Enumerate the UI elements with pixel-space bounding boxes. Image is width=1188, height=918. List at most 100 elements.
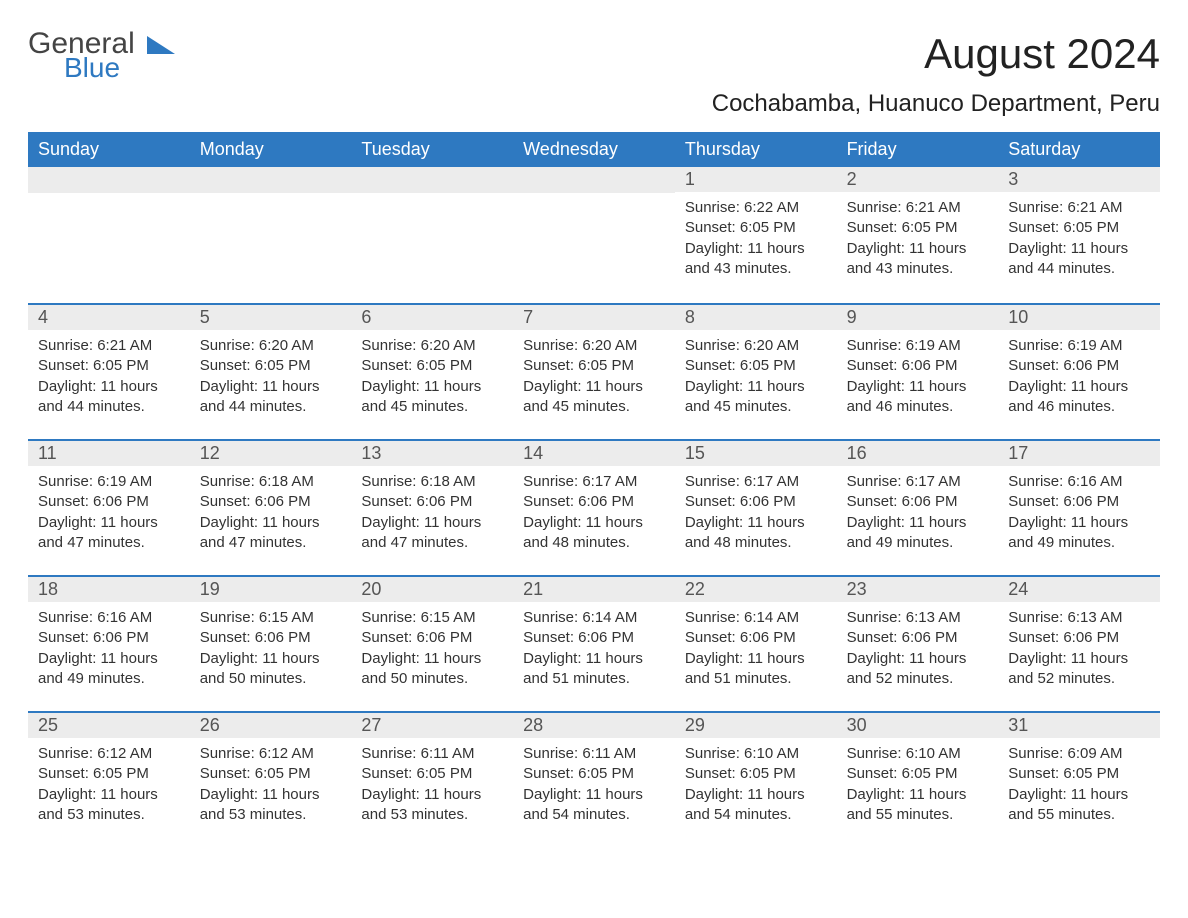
calendar-cell: 25Sunrise: 6:12 AMSunset: 6:05 PMDayligh…	[28, 713, 190, 839]
sunset-line: Sunset: 6:06 PM	[523, 492, 665, 512]
cell-details: Sunrise: 6:17 AMSunset: 6:06 PMDaylight:…	[513, 466, 675, 561]
calendar-cell: 28Sunrise: 6:11 AMSunset: 6:05 PMDayligh…	[513, 713, 675, 839]
daylight-line: Daylight: 11 hours and 46 minutes.	[1008, 377, 1150, 418]
day-header: Saturday	[998, 132, 1160, 167]
daylight-line: Daylight: 11 hours and 45 minutes.	[523, 377, 665, 418]
sunset-line: Sunset: 6:06 PM	[361, 492, 503, 512]
cell-details: Sunrise: 6:17 AMSunset: 6:06 PMDaylight:…	[675, 466, 837, 561]
sunrise-line: Sunrise: 6:21 AM	[847, 198, 989, 218]
calendar-cell	[190, 167, 352, 295]
sunrise-line: Sunrise: 6:13 AM	[1008, 608, 1150, 628]
sunset-line: Sunset: 6:05 PM	[847, 218, 989, 238]
sunset-line: Sunset: 6:05 PM	[361, 356, 503, 376]
sunrise-line: Sunrise: 6:16 AM	[1008, 472, 1150, 492]
daylight-line: Daylight: 11 hours and 48 minutes.	[523, 513, 665, 554]
sunrise-line: Sunrise: 6:11 AM	[361, 744, 503, 764]
sunrise-line: Sunrise: 6:20 AM	[361, 336, 503, 356]
cell-details: Sunrise: 6:12 AMSunset: 6:05 PMDaylight:…	[28, 738, 190, 833]
sunrise-line: Sunrise: 6:11 AM	[523, 744, 665, 764]
calendar-cell	[28, 167, 190, 295]
calendar-week-row: 18 Sunrise: 6:16 AM Sunset: 6:06 PM Dayligh…	[28, 575, 1160, 703]
cell-details: Sunrise: 6:16 AMSunset: 6:06 PMDaylight:…	[998, 466, 1160, 561]
calendar-week-row: 1Sunrise: 6:22 AMSunset: 6:05 PMDaylight…	[28, 167, 1160, 295]
calendar-cell: 9Sunrise: 6:19 AMSunset: 6:06 PMDaylight…	[837, 305, 999, 431]
calendar-cell: 16Sunrise: 6:17 AMSunset: 6:06 PMDayligh…	[837, 441, 999, 567]
calendar-cell: 2Sunrise: 6:21 AMSunset: 6:05 PMDaylight…	[837, 167, 999, 295]
cell-details: Sunrise: 6:13 AMSunset: 6:06 PMDaylight:…	[837, 602, 999, 697]
cell-details: Sunrise: 6:10 AMSunset: 6:05 PMDaylight:…	[675, 738, 837, 833]
sunset-line: Sunset: 6:05 PM	[1008, 764, 1150, 784]
sunset-line: Sunset: 6:06 PM	[685, 628, 827, 648]
calendar-cell: 26Sunrise: 6:12 AMSunset: 6:05 PMDayligh…	[190, 713, 352, 839]
cell-details: Sunrise: 6:11 AMSunset: 6:05 PMDaylight:…	[351, 738, 513, 833]
sunset-line: Sunset: 6:05 PM	[38, 764, 180, 784]
calendar-cell: 30Sunrise: 6:10 AMSunset: 6:05 PMDayligh…	[837, 713, 999, 839]
cell-details: Sunrise: 6:09 AMSunset: 6:05 PMDaylight:…	[998, 738, 1160, 833]
cell-details: Sunrise: 6:21 AMSunset: 6:05 PMDaylight:…	[837, 192, 999, 287]
cell-details: Sunrise: 6:19 AMSunset: 6:06 PMDaylight:…	[837, 330, 999, 425]
calendar-cell: 14Sunrise: 6:17 AMSunset: 6:06 PMDayligh…	[513, 441, 675, 567]
day-number: 9	[837, 305, 999, 330]
day-number: 31	[998, 713, 1160, 738]
sunrise-line: Sunrise: 6:21 AM	[1008, 198, 1150, 218]
day-number: 14	[513, 441, 675, 466]
daylight-line: Daylight: 11 hours and 53 minutes.	[38, 785, 180, 826]
daylight-line: Daylight: 11 hours and 53 minutes.	[200, 785, 342, 826]
sunset-line: Sunset: 6:06 PM	[38, 492, 180, 512]
daylight-line: Daylight: 11 hours and 49 minutes.	[847, 513, 989, 554]
calendar-cell: 27Sunrise: 6:11 AMSunset: 6:05 PMDayligh…	[351, 713, 513, 839]
sunrise-line: Sunrise: 6:14 AM	[523, 608, 665, 628]
calendar-cell: 8Sunrise: 6:20 AMSunset: 6:05 PMDaylight…	[675, 305, 837, 431]
day-number: 8	[675, 305, 837, 330]
sunset-line: Sunset: 6:06 PM	[847, 492, 989, 512]
sunrise-line: Sunrise: 6:22 AM	[685, 198, 827, 218]
day-number: 11	[28, 441, 190, 466]
sunset-line: Sunset: 6:05 PM	[200, 764, 342, 784]
day-number: 24	[998, 577, 1160, 602]
sunset-line: Sunset: 6:05 PM	[685, 356, 827, 376]
sunset-line: Sunset: 6:06 PM	[847, 628, 989, 648]
sunrise-line: Sunrise: 6:16 AM	[38, 608, 180, 628]
cell-details: Sunrise: 6:20 AMSunset: 6:05 PMDaylight:…	[675, 330, 837, 425]
sunrise-line: Sunrise: 6:19 AM	[1008, 336, 1150, 356]
day-number: 18	[28, 577, 190, 602]
day-number: 23	[837, 577, 999, 602]
cell-details: Sunrise: 6:21 AMSunset: 6:05 PMDaylight:…	[28, 330, 190, 425]
sunrise-line: Sunrise: 6:20 AM	[685, 336, 827, 356]
calendar-cell: 21Sunrise: 6:14 AMSunset: 6:06 PMDayligh…	[513, 577, 675, 703]
cell-details: Sunrise: 6:15 AMSunset: 6:06 PMDaylight:…	[351, 602, 513, 697]
sunrise-line: Sunrise: 6:10 AM	[847, 744, 989, 764]
cell-details: Sunrise: 6:18 AMSunset: 6:06 PMDaylight:…	[351, 466, 513, 561]
logo: General Blue	[28, 30, 175, 82]
sunrise-line: Sunrise: 6:20 AM	[523, 336, 665, 356]
cell-details: Sunrise: 6:20 AMSunset: 6:05 PMDaylight:…	[513, 330, 675, 425]
daylight-line: Daylight: 11 hours and 48 minutes.	[685, 513, 827, 554]
day-number: 29	[675, 713, 837, 738]
sunset-line: Sunset: 6:05 PM	[685, 764, 827, 784]
day-number: 6	[351, 305, 513, 330]
calendar-cell: 7Sunrise: 6:20 AMSunset: 6:05 PMDaylight…	[513, 305, 675, 431]
sunrise-line: Sunrise: 6:15 AM	[361, 608, 503, 628]
day-number	[28, 167, 190, 193]
day-number: 15	[675, 441, 837, 466]
sunrise-line: Sunrise: 6:14 AM	[685, 608, 827, 628]
daylight-line: Daylight: 11 hours and 55 minutes.	[847, 785, 989, 826]
calendar-header-row: SundayMondayTuesdayWednesdayThursdayFrid…	[28, 132, 1160, 167]
day-header: Friday	[837, 132, 999, 167]
sunset-line: Sunset: 6:06 PM	[200, 628, 342, 648]
cell-details: Sunrise: 6:15 AMSunset: 6:06 PMDaylight:…	[190, 602, 352, 697]
day-number: 17	[998, 441, 1160, 466]
daylight-line: Daylight: 11 hours and 49 minutes.	[38, 649, 180, 690]
calendar-cell: 15Sunrise: 6:17 AMSunset: 6:06 PMDayligh…	[675, 441, 837, 567]
calendar-cell: 29Sunrise: 6:10 AMSunset: 6:05 PMDayligh…	[675, 713, 837, 839]
daylight-line: Daylight: 11 hours and 45 minutes.	[685, 377, 827, 418]
day-number: 7	[513, 305, 675, 330]
calendar-cell: 17Sunrise: 6:16 AMSunset: 6:06 PMDayligh…	[998, 441, 1160, 567]
cell-details: Sunrise: 6:14 AMSunset: 6:06 PMDaylight:…	[513, 602, 675, 697]
day-number: 30	[837, 713, 999, 738]
title-block: August 2024 Cochabamba, Huanuco Departme…	[712, 30, 1160, 118]
sunset-line: Sunset: 6:06 PM	[200, 492, 342, 512]
daylight-line: Daylight: 11 hours and 43 minutes.	[847, 239, 989, 280]
day-header: Sunday	[28, 132, 190, 167]
daylight-line: Daylight: 11 hours and 46 minutes.	[847, 377, 989, 418]
